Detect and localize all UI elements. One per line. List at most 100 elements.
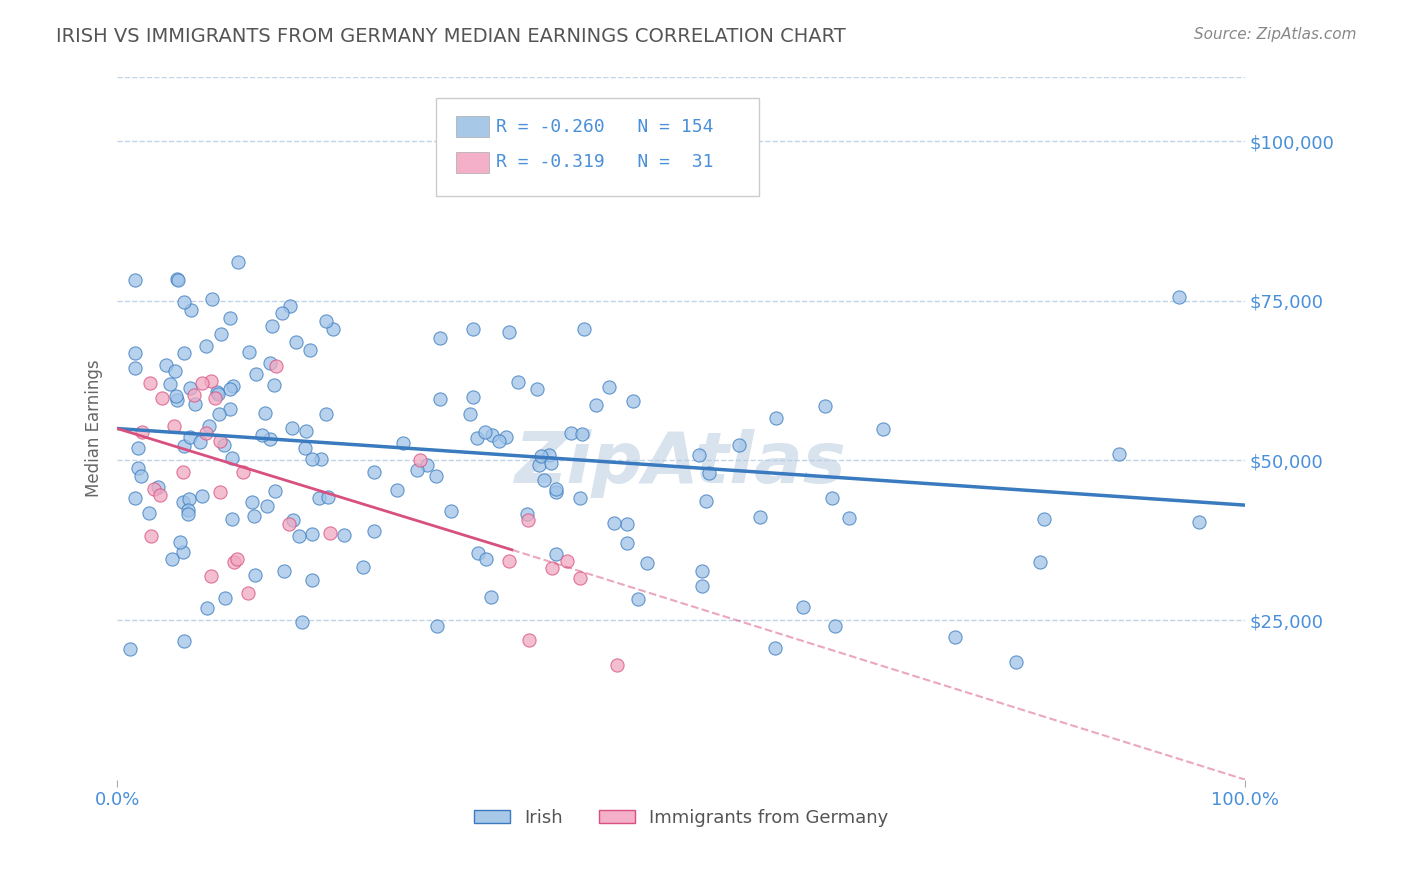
Point [308, 491, 330, 505]
Point [606, 658, 628, 673]
Point [173, 295, 195, 310]
Point [226, 552, 249, 566]
Point [212, 437, 235, 451]
Point [467, 431, 489, 445]
Point [287, 529, 309, 543]
Point [571, 426, 593, 441]
Point [458, 407, 481, 421]
Point [765, 411, 787, 425]
Point [533, 473, 555, 487]
Point [177, 502, 200, 516]
Point [219, 382, 242, 396]
Point [1188, 516, 1211, 530]
Point [271, 306, 294, 320]
Point [179, 492, 201, 507]
Point [872, 422, 894, 436]
Point [205, 385, 228, 400]
Point [516, 508, 538, 522]
Point [688, 448, 710, 462]
Point [439, 504, 461, 518]
Y-axis label: Median Earnings: Median Earnings [86, 359, 103, 498]
Point [278, 299, 301, 313]
Point [273, 564, 295, 578]
Point [165, 389, 187, 403]
Point [294, 441, 316, 455]
Point [162, 552, 184, 566]
Point [127, 460, 149, 475]
Point [138, 506, 160, 520]
Point [763, 640, 786, 655]
Point [792, 599, 814, 614]
Point [540, 457, 562, 471]
Point [209, 484, 232, 499]
Point [363, 466, 385, 480]
Point [243, 509, 266, 524]
Text: Source: ZipAtlas.com: Source: ZipAtlas.com [1194, 27, 1357, 42]
Point [131, 425, 153, 439]
Point [263, 378, 285, 392]
Point [222, 378, 245, 392]
Point [208, 407, 231, 421]
Point [167, 273, 190, 287]
Point [195, 601, 218, 615]
Point [627, 592, 650, 607]
Text: ZipAtlas: ZipAtlas [515, 429, 846, 498]
Point [141, 529, 163, 543]
Point [124, 360, 146, 375]
Point [527, 458, 550, 473]
Point [149, 488, 172, 502]
Point [179, 430, 201, 444]
Point [943, 630, 966, 644]
Point [555, 554, 578, 568]
Point [232, 465, 254, 479]
Point [165, 364, 187, 378]
Point [319, 525, 342, 540]
Point [1029, 555, 1052, 569]
Point [124, 346, 146, 360]
Text: R = -0.260   N = 154: R = -0.260 N = 154 [496, 118, 714, 136]
Point [636, 556, 658, 570]
Point [568, 571, 591, 585]
Point [277, 517, 299, 532]
Point [146, 480, 169, 494]
Point [461, 391, 484, 405]
Point [495, 430, 517, 444]
Point [363, 524, 385, 538]
Point [221, 450, 243, 465]
Point [690, 579, 713, 593]
Point [405, 463, 427, 477]
Point [311, 451, 333, 466]
Point [226, 255, 249, 269]
Point [517, 632, 540, 647]
Point [517, 513, 540, 527]
Point [200, 374, 222, 388]
Point [728, 438, 751, 452]
Point [201, 292, 224, 306]
Point [188, 434, 211, 449]
Point [184, 397, 207, 411]
Point [183, 388, 205, 402]
Point [198, 418, 221, 433]
Point [821, 491, 844, 505]
Point [159, 377, 181, 392]
Point [177, 507, 200, 521]
Point [219, 402, 242, 417]
Point [585, 398, 607, 412]
Point [129, 468, 152, 483]
Point [264, 359, 287, 373]
Point [352, 560, 374, 574]
Point [245, 568, 267, 582]
Point [259, 432, 281, 446]
Point [498, 325, 520, 339]
Point [416, 458, 439, 472]
Point [283, 513, 305, 527]
Point [475, 552, 498, 566]
Point [179, 380, 201, 394]
Point [1005, 655, 1028, 669]
Point [124, 491, 146, 505]
Point [195, 339, 218, 353]
Point [498, 554, 520, 568]
Point [191, 376, 214, 390]
Point [259, 356, 281, 370]
Point [488, 434, 510, 449]
